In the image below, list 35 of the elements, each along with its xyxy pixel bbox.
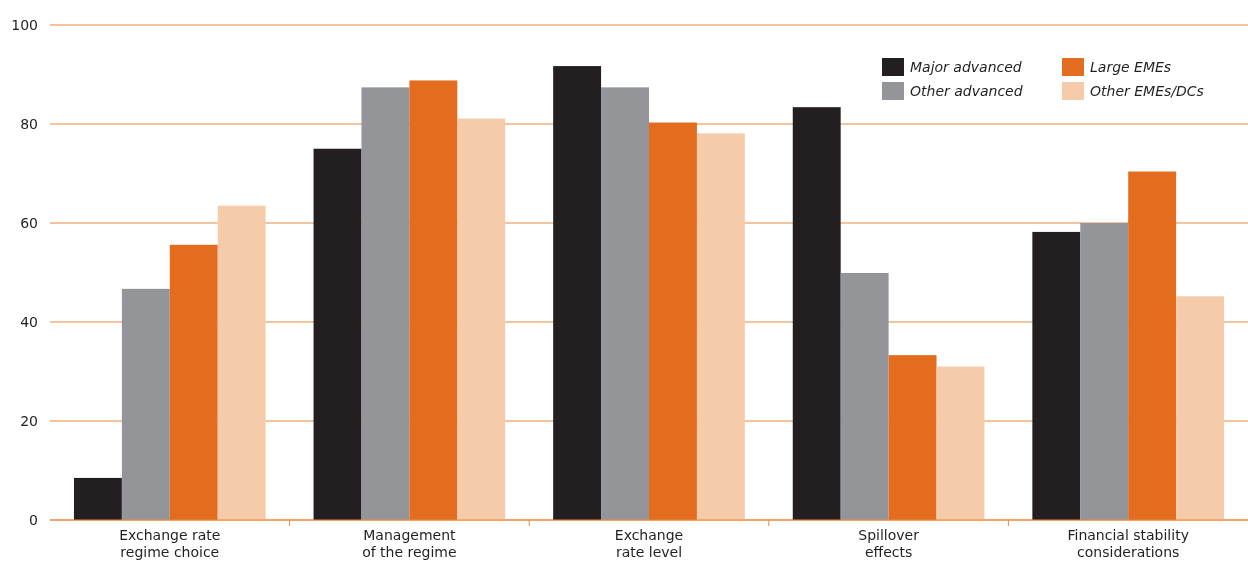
bar bbox=[1128, 171, 1177, 520]
bar bbox=[361, 87, 410, 520]
bar bbox=[457, 118, 506, 520]
y-tick-label: 100 bbox=[11, 16, 38, 33]
bar bbox=[121, 288, 170, 520]
legend-label: Other advanced bbox=[910, 83, 1023, 99]
bar bbox=[888, 355, 937, 520]
legend-label: Other EMEs/DCs bbox=[1090, 83, 1204, 99]
legend-label: Large EMEs bbox=[1090, 59, 1172, 75]
legend-label: Major advanced bbox=[910, 59, 1022, 75]
bar bbox=[73, 477, 122, 520]
y-tick-label: 80 bbox=[20, 115, 38, 132]
x-tick-label: Spillover effects bbox=[858, 527, 920, 560]
x-tick-label: Financial stability considerations bbox=[1067, 527, 1189, 560]
y-tick-label: 20 bbox=[20, 412, 38, 429]
bar bbox=[1176, 296, 1225, 520]
bar bbox=[601, 87, 649, 520]
bar bbox=[217, 205, 266, 520]
bar bbox=[1032, 231, 1081, 520]
bar bbox=[313, 148, 362, 520]
bar bbox=[936, 366, 985, 520]
x-tick-label: Exchange rate regime choice bbox=[119, 527, 221, 560]
y-tick-label: 60 bbox=[20, 214, 38, 231]
bar bbox=[649, 122, 697, 520]
bar bbox=[792, 107, 841, 520]
bar bbox=[840, 273, 889, 520]
bar bbox=[169, 244, 218, 520]
bar bbox=[553, 66, 602, 520]
bar bbox=[696, 133, 745, 520]
y-tick-label: 40 bbox=[20, 313, 38, 330]
y-tick-label: 0 bbox=[29, 511, 38, 528]
x-tick-label: Management of the regime bbox=[362, 527, 457, 560]
bar bbox=[1080, 223, 1129, 520]
x-tick-label: Exchange rate level bbox=[614, 527, 684, 560]
bar bbox=[409, 80, 458, 520]
